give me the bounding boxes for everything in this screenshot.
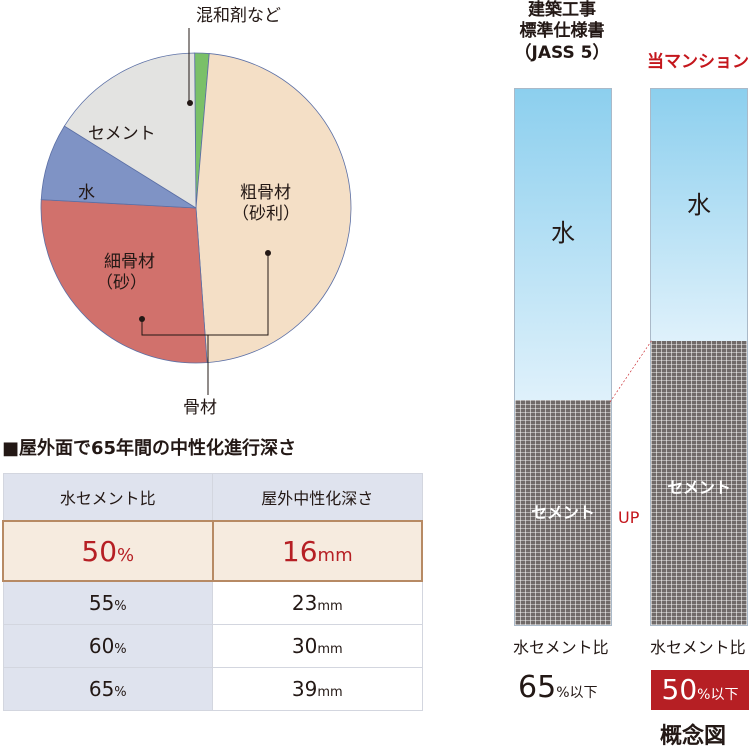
fine-aggregate-label: 細骨材 （砂）: [96, 252, 155, 295]
aggregate-label: 骨材: [183, 398, 217, 418]
neutralization-depth-table: 水セメント比 屋外中性化深さ 50% 16mm 55% 23mm 60% 30m…: [2, 473, 423, 711]
ratio-unit: %: [114, 642, 127, 657]
coarse-aggregate-line1: 粗骨材: [240, 183, 291, 203]
ratio-cell: 55%: [2, 580, 213, 625]
ratio-value: 55: [88, 591, 115, 615]
highlight-row: 50% 16mm: [2, 520, 423, 582]
depth-value: 23: [291, 591, 318, 615]
cement-section: セメント: [651, 340, 747, 625]
table-row: 55% 23mm: [2, 580, 423, 625]
depth-unit: mm: [317, 599, 343, 614]
standard-mix-bar: 水 セメント: [514, 88, 612, 626]
highlight-depth: 16: [281, 534, 318, 568]
admix-dot: [187, 100, 193, 106]
admix-label: 混和剤など: [196, 6, 281, 26]
ratio-value: 60: [88, 634, 115, 658]
header-ratio: 水セメント比: [2, 473, 213, 522]
left-heading-line1: 建築工事: [528, 0, 596, 20]
pie-slices: [40, 52, 352, 364]
right-ratio-suffix: %以下: [697, 687, 739, 703]
right-bar-heading: 当マンション: [647, 52, 749, 72]
pie-slice: [40, 199, 208, 364]
left-ratio-label: 水セメント比: [513, 638, 609, 657]
depth-cell: 39mm: [212, 667, 423, 711]
ratio-cell: 60%: [2, 624, 213, 668]
coarse-aggregate-line2: （砂利）: [232, 204, 300, 225]
connector-dashed-line: [609, 339, 653, 403]
up-label: UP: [618, 508, 640, 527]
this-condominium-mix-bar: 水 セメント: [650, 88, 748, 626]
table-row: 65% 39mm: [2, 667, 423, 711]
ratio-cell: 65%: [2, 667, 213, 711]
fine-aggregate-line1: 細骨材: [104, 252, 155, 272]
ratio-unit: %: [114, 599, 127, 614]
coarse-aggregate-label: 粗骨材 （砂利）: [232, 183, 300, 226]
water-section: 水: [651, 89, 747, 341]
highlight-depth-unit: mm: [317, 544, 353, 566]
water-text: 水: [687, 190, 711, 219]
composition-pie-chart: [40, 28, 352, 395]
aggregate-bracket-right: [207, 253, 269, 395]
cement-section: セメント: [515, 399, 611, 625]
highlight-ratio-cell: 50%: [2, 520, 214, 582]
left-heading-line3: （JASS 5）: [514, 42, 610, 63]
pie-slice: [63, 52, 197, 209]
cement-label: セメント: [88, 124, 156, 144]
water-text: 水: [551, 219, 575, 248]
concept-diagram-note: 概念図: [660, 724, 727, 749]
connector-line: [609, 339, 653, 403]
water-section: 水: [515, 89, 611, 400]
depth-value: 30: [291, 634, 318, 658]
fine-aggregate-line2: （砂）: [96, 273, 147, 294]
ratio-value: 65: [88, 677, 115, 701]
right-ratio-number: 50: [661, 673, 698, 706]
highlight-ratio-unit: %: [117, 544, 135, 566]
table-title: ■屋外面で65年間の中性化進行深さ: [2, 438, 297, 459]
depth-unit: mm: [317, 642, 343, 657]
table-row: 60% 30mm: [2, 624, 423, 668]
pie-slice: [195, 53, 352, 364]
cement-text: セメント: [531, 502, 595, 522]
left-ratio-number: 65: [518, 670, 557, 705]
depth-unit: mm: [317, 685, 343, 700]
depth-cell: 23mm: [212, 580, 423, 625]
cement-text: セメント: [667, 478, 731, 498]
depth-value: 39: [291, 677, 318, 701]
header-depth: 屋外中性化深さ: [212, 473, 423, 522]
highlight-depth-cell: 16mm: [211, 520, 423, 582]
left-bar-heading: 建築工事 標準仕様書 （JASS 5）: [496, 0, 628, 64]
right-ratio-label: 水セメント比: [650, 638, 746, 657]
water-label: 水: [78, 183, 95, 203]
highlight-ratio: 50: [81, 534, 118, 568]
aggregate-bracket-left: [141, 319, 208, 336]
right-ratio-value: 50%以下: [651, 670, 749, 710]
depth-cell: 30mm: [212, 624, 423, 668]
left-ratio-suffix: %以下: [556, 685, 598, 701]
left-heading-line2: 標準仕様書: [519, 21, 605, 42]
left-ratio-value: 65%以下: [518, 670, 598, 705]
table-header-row: 水セメント比 屋外中性化深さ: [2, 473, 423, 522]
ratio-unit: %: [114, 685, 127, 700]
